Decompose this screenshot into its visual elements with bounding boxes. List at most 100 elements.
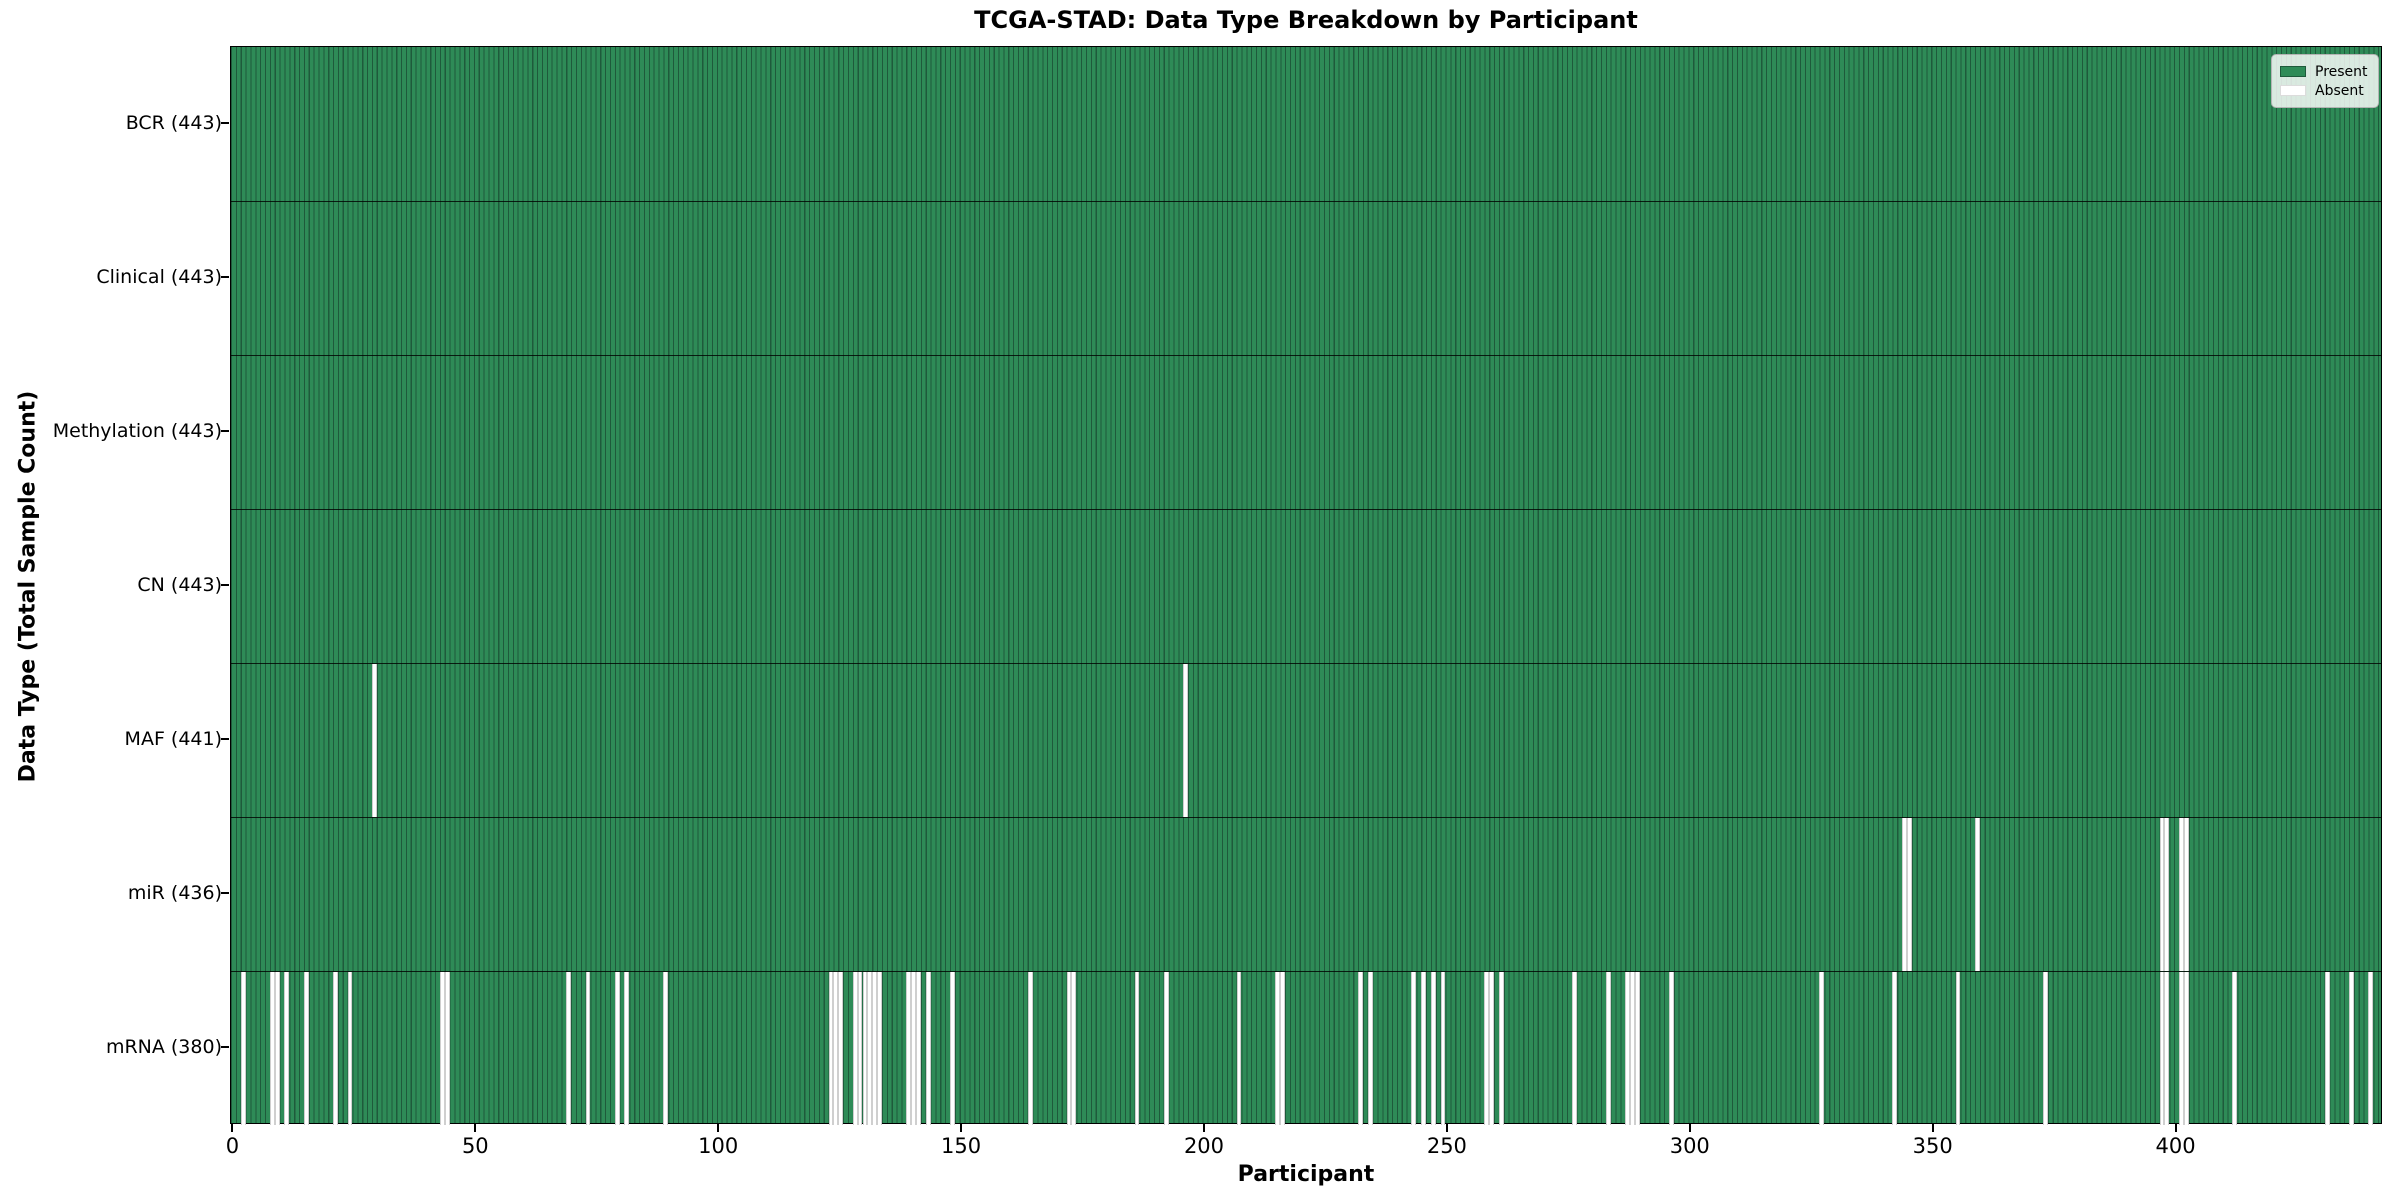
- x-tick-label: 100: [698, 1134, 739, 1158]
- legend-swatch-absent-icon: [2280, 85, 2306, 96]
- y-tick-label: Clinical (443): [96, 265, 222, 288]
- absent-stripe: [1071, 972, 1077, 1125]
- absent-stripe: [2164, 972, 2170, 1125]
- legend: Present Absent: [2271, 54, 2379, 108]
- absent-stripe: [274, 972, 280, 1125]
- y-tick-label: CN (443): [137, 573, 222, 596]
- absent-stripe: [2178, 818, 2184, 971]
- row-band-methylation: [231, 355, 2381, 509]
- absent-stripe: [1358, 972, 1363, 1125]
- x-tick-mark: [231, 1124, 234, 1132]
- absent-stripe: [828, 972, 834, 1125]
- x-tick-mark: [960, 1124, 963, 1132]
- absent-stripe: [1163, 972, 1169, 1125]
- x-tick-label: 400: [2155, 1134, 2196, 1158]
- absent-stripe: [949, 972, 955, 1125]
- absent-stripe: [1902, 818, 1907, 971]
- absent-stripe: [1134, 972, 1140, 1125]
- absent-stripe: [1668, 972, 1674, 1125]
- absent-stripe: [371, 664, 377, 817]
- absent-stripe: [333, 972, 338, 1125]
- absent-stripe: [1183, 664, 1188, 817]
- absent-stripe: [2348, 972, 2354, 1125]
- x-tick-mark: [1202, 1124, 1205, 1132]
- y-tick-mark: [221, 122, 229, 124]
- x-tick-mark: [1688, 1124, 1691, 1132]
- absent-stripe: [614, 972, 620, 1125]
- absent-stripe: [911, 972, 916, 1125]
- y-tick-label: MAF (441): [124, 727, 222, 750]
- absent-stripe: [1275, 972, 1281, 1125]
- plot-area: [230, 46, 2382, 1125]
- absent-stripe: [303, 972, 309, 1125]
- y-tick-mark: [221, 1046, 229, 1048]
- absent-stripe: [906, 972, 912, 1125]
- y-tick-mark: [221, 892, 229, 894]
- x-tick-mark: [1445, 1124, 1448, 1132]
- y-tick-mark: [221, 276, 229, 278]
- x-tick-label: 350: [1912, 1134, 1953, 1158]
- absent-stripe: [1955, 972, 1961, 1125]
- absent-stripe: [1819, 972, 1825, 1125]
- absent-stripe: [1571, 972, 1577, 1125]
- absent-stripe: [1906, 818, 1912, 971]
- absent-stripe: [2159, 818, 2165, 971]
- absent-stripe: [1066, 972, 1072, 1125]
- absent-stripe: [872, 972, 878, 1125]
- absent-stripe: [925, 972, 931, 1125]
- absent-stripe: [915, 972, 921, 1125]
- absent-stripe: [2164, 818, 2170, 971]
- absent-stripe: [1489, 972, 1494, 1125]
- absent-stripe: [2368, 972, 2374, 1125]
- y-tick-mark: [221, 738, 229, 740]
- y-tick-mark: [221, 584, 229, 586]
- row-band-cn: [231, 509, 2381, 663]
- absent-stripe: [2178, 972, 2184, 1125]
- legend-label: Absent: [2315, 82, 2364, 99]
- row-band-mir: [231, 817, 2381, 971]
- y-tick-label: BCR (443): [125, 111, 222, 134]
- absent-stripe: [2159, 972, 2165, 1125]
- absent-stripe: [833, 972, 839, 1125]
- row-band-maf: [231, 663, 2381, 817]
- row-band-bcr: [231, 47, 2381, 201]
- absent-stripe: [1484, 972, 1490, 1125]
- absent-stripe: [1411, 972, 1417, 1125]
- absent-stripe: [1236, 972, 1242, 1125]
- x-axis-label: Participant: [1237, 1162, 1375, 1187]
- x-tick-mark: [474, 1124, 477, 1132]
- x-tick-label: 150: [941, 1134, 982, 1158]
- absent-stripe: [1605, 972, 1611, 1125]
- absent-stripe: [624, 972, 630, 1125]
- absent-stripe: [2232, 972, 2238, 1125]
- absent-stripe: [2183, 818, 2189, 971]
- absent-stripe: [566, 972, 572, 1125]
- x-tick-label: 0: [225, 1134, 240, 1158]
- absent-stripe: [857, 972, 863, 1125]
- absent-stripe: [1430, 972, 1436, 1125]
- legend-swatch-present-icon: [2280, 66, 2306, 77]
- absent-stripe: [2183, 972, 2189, 1125]
- legend-label: Present: [2315, 63, 2368, 80]
- y-tick-label: mRNA (380): [105, 1035, 222, 1058]
- y-tick-mark: [221, 430, 229, 432]
- absent-stripe: [240, 972, 246, 1125]
- chart-title: TCGA-STAD: Data Type Breakdown by Partic…: [974, 6, 1638, 34]
- absent-stripe: [1634, 972, 1640, 1125]
- absent-stripe: [2042, 972, 2048, 1125]
- absent-stripe: [1630, 972, 1635, 1125]
- absent-stripe: [269, 972, 275, 1125]
- absent-stripe: [439, 972, 445, 1125]
- absent-stripe: [663, 972, 669, 1125]
- absent-stripe: [1421, 972, 1426, 1125]
- absent-stripe: [1027, 972, 1033, 1125]
- absent-stripe: [347, 972, 353, 1125]
- x-tick-label: 300: [1669, 1134, 1710, 1158]
- absent-stripe: [852, 972, 858, 1125]
- legend-entry-present: Present: [2280, 62, 2369, 81]
- absent-stripe: [867, 972, 873, 1125]
- absent-stripe: [284, 972, 290, 1125]
- x-tick-mark: [1931, 1124, 1934, 1132]
- absent-stripe: [1440, 972, 1446, 1125]
- absent-stripe: [1892, 972, 1898, 1125]
